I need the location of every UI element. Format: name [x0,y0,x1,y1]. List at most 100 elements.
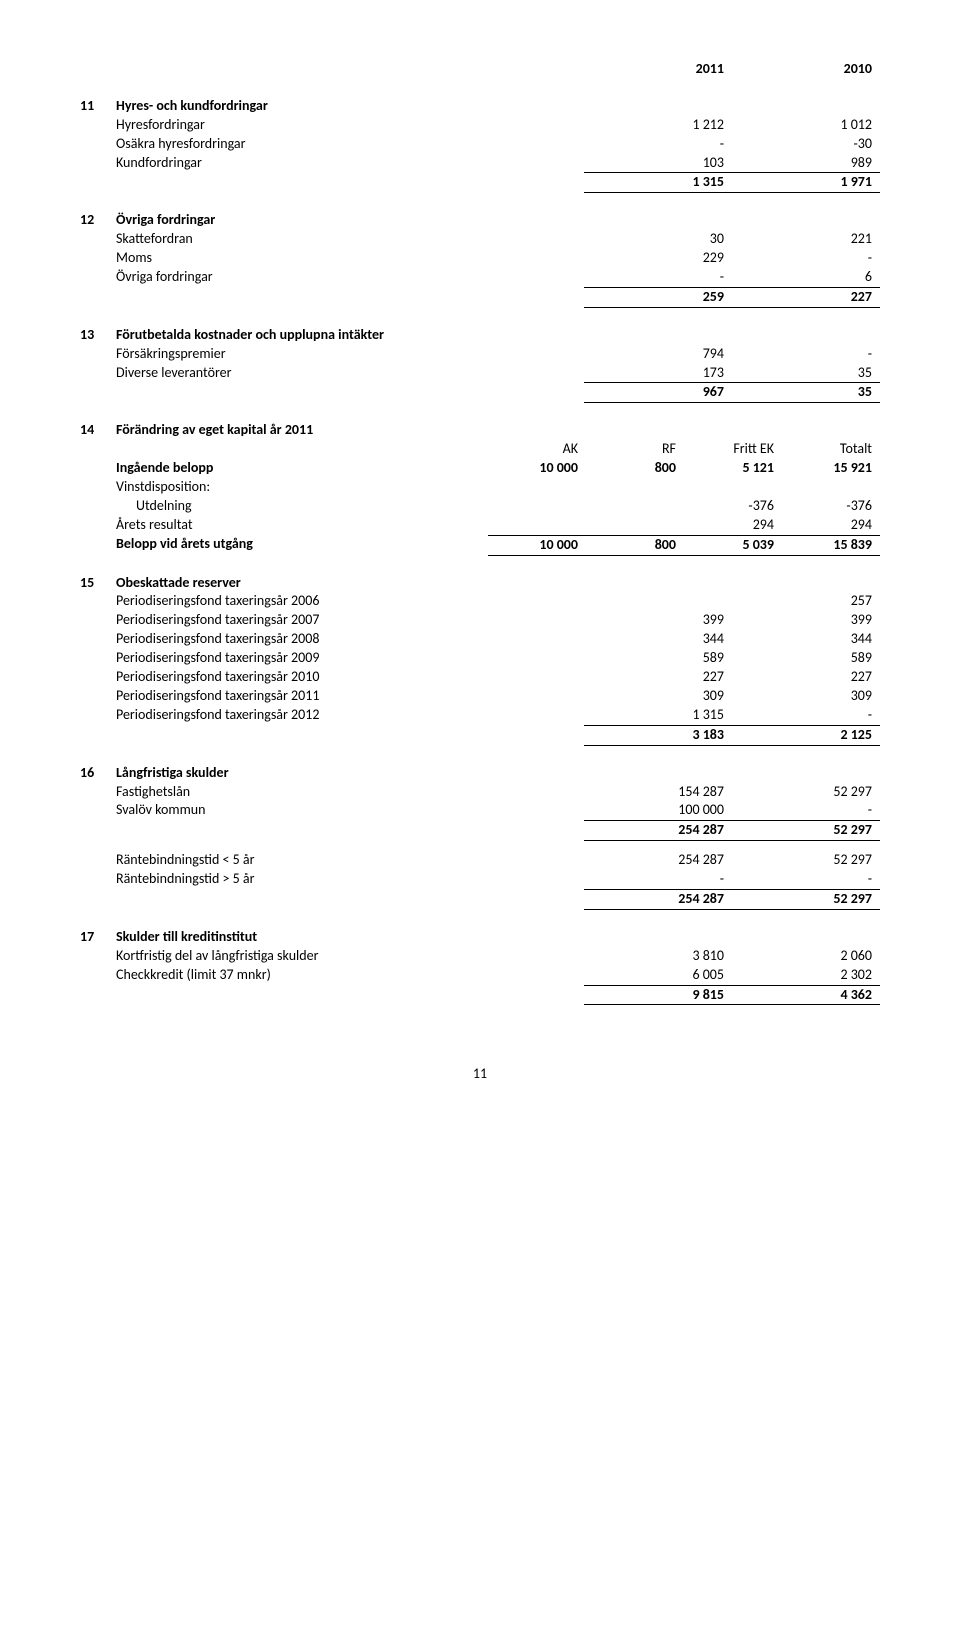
note-title: Obeskattade reserver [116,574,584,593]
col-ak: AK [488,440,586,459]
note-16-title-row: 16 Långfristiga skulder [80,764,880,783]
row-label: Försäkringspremier [116,345,584,364]
row-val: -376 [684,497,782,516]
row-val: 800 [586,459,684,478]
row-label: Räntebindningstid > 5 år [116,870,584,889]
table-row: Periodiseringsfond taxeringsår 2008 344 … [80,630,880,649]
table-row: Periodiseringsfond taxeringsår 2006 257 [80,592,880,611]
sum-val: 4 362 [732,985,880,1006]
note-title: Förändring av eget kapital år 2011 [116,421,880,440]
row-label: Svalöv kommun [116,801,584,820]
row-val: 309 [584,687,732,706]
note-num: 17 [80,928,116,947]
row-val: 589 [584,649,732,668]
row-val: - [732,870,880,889]
sum-val: 35 [732,382,880,403]
sum-row: 3 183 2 125 [80,725,880,746]
note-title: Skulder till kreditinstitut [116,928,584,947]
row-val: 100 000 [584,801,732,820]
row-val: - [732,706,880,725]
row-val: -376 [782,497,880,516]
row-val: 15 921 [782,459,880,478]
row-val: 344 [584,630,732,649]
table-row: Periodiseringsfond taxeringsår 2007 399 … [80,611,880,630]
row-val: - [732,801,880,820]
row-val: 294 [782,516,880,535]
equity-opening: Ingående belopp 10 000 800 5 121 15 921 [80,459,880,478]
disposition-label: Vinstdisposition: [80,478,880,497]
table-row: Periodiseringsfond taxeringsår 2009 589 … [80,649,880,668]
row-val: 35 [732,364,880,383]
sum-row: 967 35 [80,382,880,403]
row-label: Periodiseringsfond taxeringsår 2008 [116,630,584,649]
row-val: 309 [732,687,880,706]
note-num: 15 [80,574,116,593]
row-label: Periodiseringsfond taxeringsår 2007 [116,611,584,630]
row-val: - [732,345,880,364]
row-val: - [584,135,732,154]
note-title: Hyres- och kundfordringar [116,97,584,116]
year-2010: 2010 [732,60,880,79]
table-row: Räntebindningstid < 5 år 254 287 52 297 [80,851,880,870]
note-title: Övriga fordringar [116,211,584,230]
table-row: Periodiseringsfond taxeringsår 2010 227 … [80,668,880,687]
note-title: Långfristiga skulder [116,764,584,783]
table-row: Kortfristig del av långfristiga skulder … [80,947,880,966]
row-val: 227 [732,668,880,687]
row-label: Checkkredit (limit 37 mnkr) [116,966,584,985]
note-num: 16 [80,764,116,783]
table-row: Periodiseringsfond taxeringsår 2011 309 … [80,687,880,706]
table-row: Fastighetslån 154 287 52 297 [80,783,880,802]
row-val: 15 839 [782,535,880,556]
row-label: Periodiseringsfond taxeringsår 2009 [116,649,584,668]
note-13-title-row: 13 Förutbetalda kostnader och upplupna i… [80,326,880,345]
row-label: Kundfordringar [116,154,584,173]
sum-val: 1 315 [584,172,732,193]
note-12-title-row: 12 Övriga fordringar [80,211,880,230]
dividend-row: Utdelning -376 -376 [80,497,880,516]
sum-val: 254 287 [584,820,732,841]
note-num: 11 [80,97,116,116]
sum-row: 254 287 52 297 [80,820,880,841]
row-label: Vinstdisposition: [116,478,488,497]
table-row: Räntebindningstid > 5 år - - [80,870,880,889]
row-label: Diverse leverantörer [116,364,584,383]
sum-val: 259 [584,287,732,308]
row-val: 257 [732,592,880,611]
row-label: Hyresfordringar [116,116,584,135]
row-label: Moms [116,249,584,268]
row-val [584,592,732,611]
note-num: 14 [80,421,116,440]
sum-val: 52 297 [732,889,880,910]
table-row: Moms 229 - [80,249,880,268]
row-label: Årets resultat [116,516,488,535]
sum-val: 2 125 [732,725,880,746]
row-val: 52 297 [732,851,880,870]
row-label: Periodiseringsfond taxeringsår 2006 [116,592,584,611]
sum-val: 3 183 [584,725,732,746]
years-header: 2011 2010 [80,60,880,79]
row-val: 229 [584,249,732,268]
row-label: Kortfristig del av långfristiga skulder [116,947,584,966]
row-val: 173 [584,364,732,383]
row-label: Periodiseringsfond taxeringsår 2011 [116,687,584,706]
col-frittek: Fritt EK [684,440,782,459]
note-title: Förutbetalda kostnader och upplupna intä… [116,326,584,345]
table-row: Övriga fordringar - 6 [80,268,880,287]
sum-val: 967 [584,382,732,403]
sum-row: 259 227 [80,287,880,308]
row-label: Räntebindningstid < 5 år [116,851,584,870]
row-val: - [584,268,732,287]
equity-closing: Belopp vid årets utgång 10 000 800 5 039… [80,535,880,556]
row-val: 2 302 [732,966,880,985]
row-val: 399 [732,611,880,630]
col-totalt: Totalt [782,440,880,459]
row-label: Periodiseringsfond taxeringsår 2010 [116,668,584,687]
row-label: Övriga fordringar [116,268,584,287]
row-label: Fastighetslån [116,783,584,802]
row-val: 227 [584,668,732,687]
sum-row: 9 815 4 362 [80,985,880,1006]
row-val: 10 000 [488,459,586,478]
result-row: Årets resultat 294 294 [80,516,880,535]
sum-val: 52 297 [732,820,880,841]
